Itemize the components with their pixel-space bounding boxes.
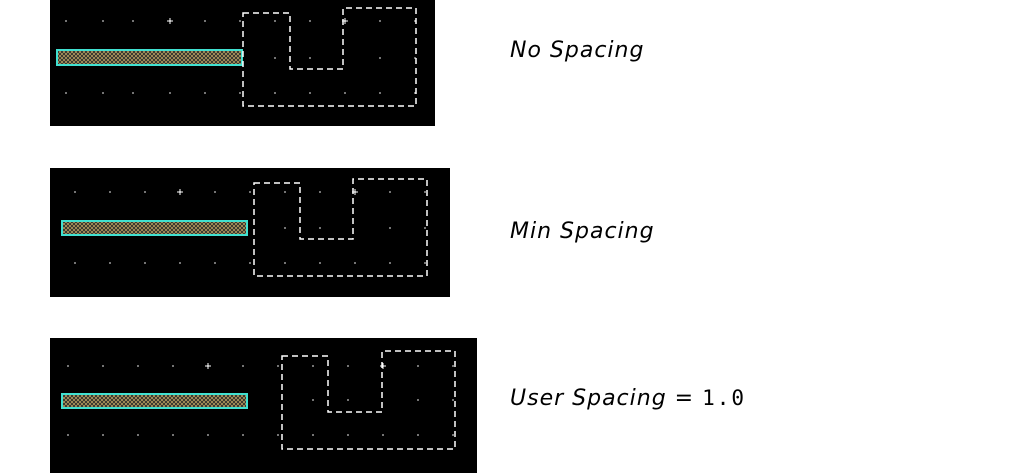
- layout-canvas: [61, 178, 428, 277]
- wire-segment: [56, 49, 243, 66]
- caption-text: User Spacing =: [510, 386, 703, 411]
- caption-min-spacing: Min Spacing: [510, 219, 655, 244]
- grid-dots: [74, 191, 426, 264]
- dashed-u-shape: [281, 350, 456, 450]
- caption-user-spacing: User Spacing = 1.0: [510, 386, 746, 411]
- caption-value: 1.0: [702, 386, 747, 410]
- origin-markers: [177, 189, 358, 195]
- wire-segment: [61, 393, 248, 409]
- dashed-u-shape: [253, 178, 428, 277]
- caption-no-spacing: No Spacing: [510, 38, 644, 63]
- layout-panel-no-spacing: [50, 0, 435, 126]
- layout-canvas: [56, 7, 417, 107]
- dashed-u-shape: [242, 7, 417, 107]
- layout-panel-user-spacing: [50, 338, 477, 473]
- layout-canvas: [61, 350, 456, 450]
- origin-markers: [167, 18, 348, 24]
- caption-text: No Spacing: [510, 38, 645, 63]
- layout-panel-min-spacing: [50, 168, 450, 297]
- origin-markers: [205, 363, 386, 369]
- caption-text: Min Spacing: [510, 219, 655, 244]
- wire-segment: [61, 220, 248, 236]
